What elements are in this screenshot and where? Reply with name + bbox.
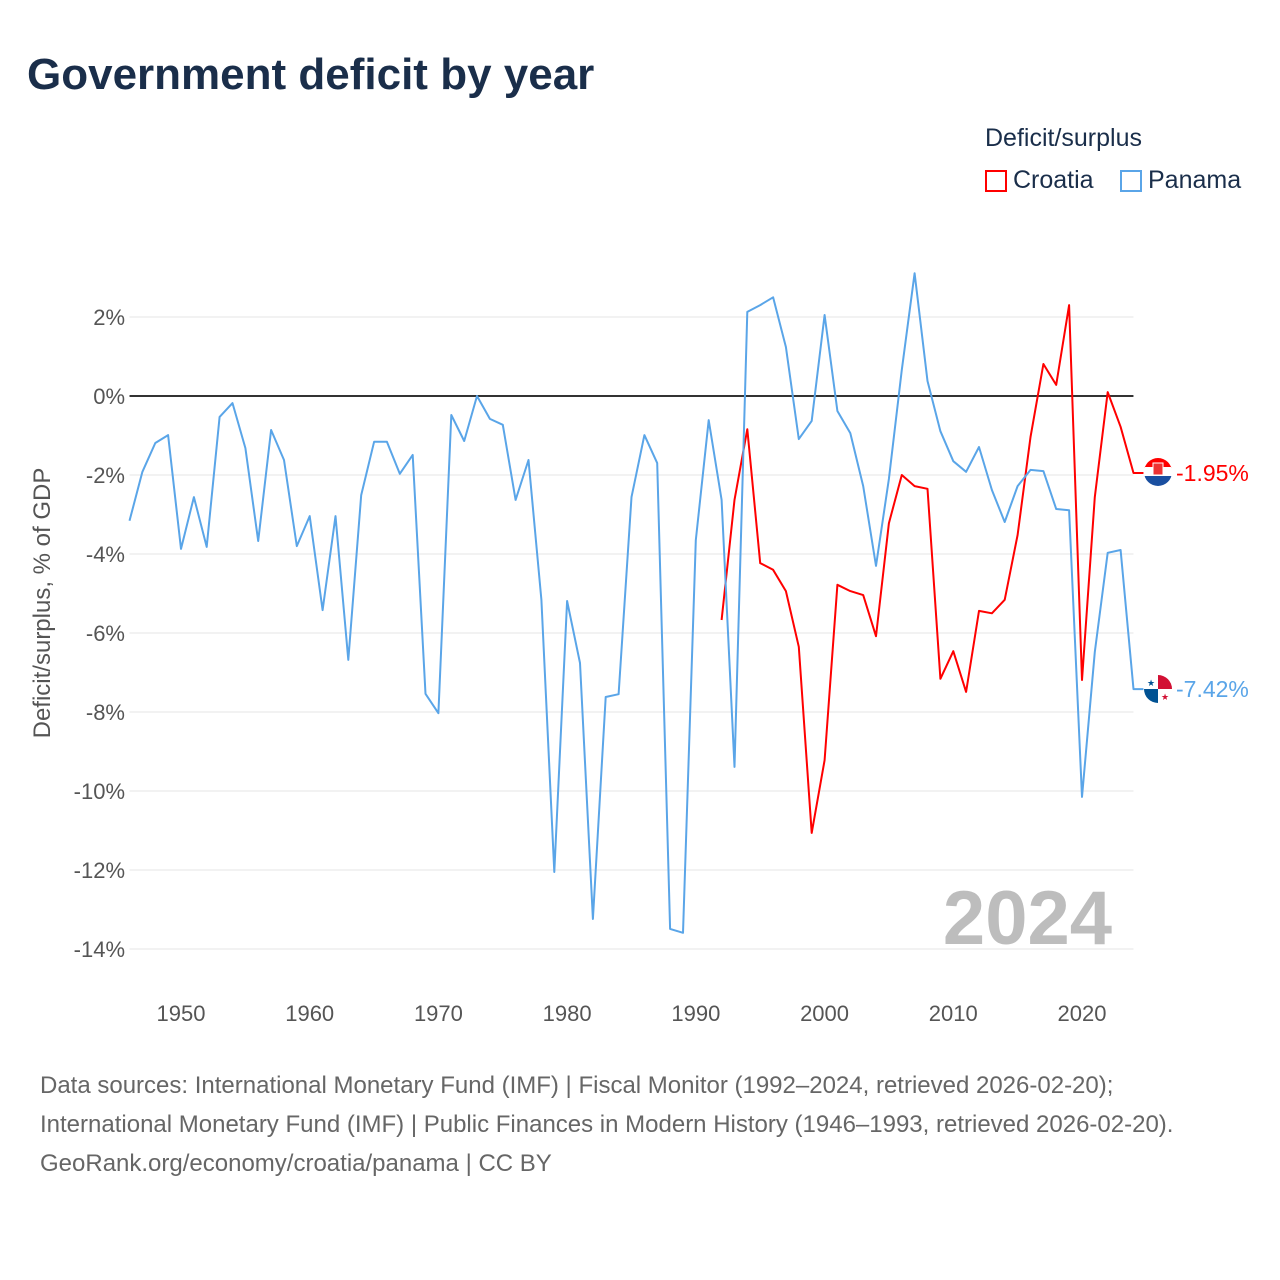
x-tick-label: 1950 [157,1001,206,1026]
y-tick-label: -4% [86,542,125,567]
y-tick-label: -14% [74,937,125,962]
credit-link[interactable]: GeoRank.org/economy/croatia/panama | CC … [40,1150,552,1177]
series-line-panama [128,272,1144,934]
svg-text:★: ★ [1147,678,1155,688]
x-tick-label: 1960 [285,1001,334,1026]
croatia-flag-icon [1144,458,1172,486]
y-tick-label: -10% [74,779,125,804]
legend-title: Deficit/surplus [985,124,1142,152]
data-sources: Data sources: International Monetary Fun… [40,1072,1174,1138]
plot-area: 2% 0% -2% -4% -6% -8% -10% -12% -14% 1950 1960 1970… [29,272,1249,1026]
legend-item-panama[interactable]: Panama [1120,166,1241,195]
x-tick-label: 1970 [414,1001,463,1026]
x-tick-label: 1980 [543,1001,592,1026]
end-label-panama: -7.42% [1176,676,1249,702]
year-watermark: 2024 [943,876,1112,961]
x-tick-label: 1990 [671,1001,720,1026]
panama-flag-icon: ★ ★ [1144,675,1172,703]
x-tick-label: 2000 [800,1001,849,1026]
x-tick-label: 2010 [929,1001,978,1026]
y-tick-label: 0% [93,384,125,409]
y-tick-label: 2% [93,305,125,330]
svg-text:★: ★ [1161,692,1169,702]
x-tick-label: 2020 [1057,1001,1106,1026]
y-axis-label: Deficit/surplus, % of GDP [29,468,56,739]
legend-label-panama: Panama [1148,166,1242,194]
legend-item-croatia[interactable]: Croatia [985,166,1094,195]
y-tick-label: -6% [86,621,125,646]
chart-title: Government deficit by year [27,50,595,99]
footer: Data sources: International Monetary Fun… [40,1066,1240,1183]
legend-swatch-croatia [985,169,1007,192]
y-tick-label: -8% [86,700,125,725]
legend-swatch-panama [1120,169,1142,192]
series-line-croatia [720,304,1144,834]
end-label-croatia: -1.95% [1176,460,1249,486]
y-tick-label: -2% [86,463,125,488]
y-tick-label: -12% [74,858,125,883]
legend-label-croatia: Croatia [1013,166,1094,194]
